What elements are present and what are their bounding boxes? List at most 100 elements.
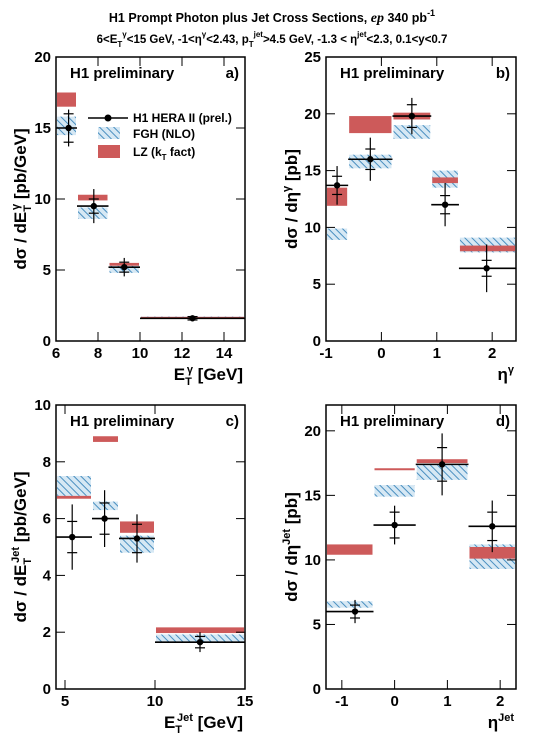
y-tick-label: 15 xyxy=(304,163,321,180)
x-tick-label: 10 xyxy=(132,345,149,362)
data-point xyxy=(408,112,416,120)
y-tick-label: 5 xyxy=(43,262,51,279)
figure-title: H1 Prompt Photon plus Jet Cross Sections… xyxy=(109,8,435,26)
preliminary-label: H1 preliminary xyxy=(340,413,445,430)
data-point xyxy=(438,461,446,468)
x-axis-label: ηJet xyxy=(488,712,515,732)
y-tick-label: 20 xyxy=(34,49,51,66)
lz-band xyxy=(78,194,108,201)
data-point xyxy=(441,201,449,208)
lz-band xyxy=(93,436,118,442)
y-tick-label: 25 xyxy=(304,49,321,66)
x-axis-label: ηγ xyxy=(497,364,514,384)
y-tick-label: 15 xyxy=(304,487,321,504)
legend-lz-swatch xyxy=(98,145,120,158)
x-tick-label: 2 xyxy=(488,345,496,362)
legend-lz-label: LZ (kT fact) xyxy=(133,145,195,162)
x-tick-label: -1 xyxy=(319,345,332,362)
panel-c: 0 2 4 6 8 10 5 10 15 H1 preliminary c) dσ / dETJet … xyxy=(10,397,253,736)
fgh-band xyxy=(57,476,91,496)
panel-letter: c) xyxy=(226,413,239,430)
y-axis-label: dσ / dηJet [pb] xyxy=(281,492,301,602)
x-tick-label: 6 xyxy=(52,345,60,362)
panel-a: 0 5 10 15 20 6 8 10 12 14 H1 preliminary a) dσ / dET… xyxy=(10,49,246,388)
x-axis-label: ETγ [GeV] xyxy=(174,364,243,388)
y-tick-label: 20 xyxy=(304,106,321,123)
data-point xyxy=(69,533,76,541)
y-tick-label: 20 xyxy=(304,423,321,440)
x-tick-label: 8 xyxy=(94,345,102,362)
y-tick-label: 8 xyxy=(43,454,51,471)
y-tick-label: 6 xyxy=(43,511,51,528)
lz-band xyxy=(327,544,373,555)
lz-band xyxy=(349,116,392,134)
x-tick-label: -1 xyxy=(335,693,348,710)
plot-frame xyxy=(55,404,246,690)
y-tick-label: 10 xyxy=(304,219,321,236)
data-point xyxy=(333,182,341,189)
data-point xyxy=(133,535,141,542)
y-tick-label: 2 xyxy=(43,624,51,641)
plot-frame xyxy=(325,56,517,342)
figure-subtitle: 6<ETγ<15 GeV, -1<ηγ<2.43, pTjet>4.5 GeV,… xyxy=(97,30,448,49)
panel-letter: a) xyxy=(226,65,239,82)
y-tick-label: 15 xyxy=(34,120,51,137)
data-point xyxy=(196,638,204,646)
x-tick-label: 1 xyxy=(433,345,441,362)
y-tick-label: 0 xyxy=(43,681,51,698)
y-axis-label: dσ / dETJet [pb/GeV] xyxy=(10,471,34,622)
y-axis-label: dσ / dETγ [pb/GeV] xyxy=(10,128,34,269)
panel-letter: d) xyxy=(496,413,510,430)
x-tick-label: 15 xyxy=(237,693,254,710)
data-point xyxy=(90,202,98,210)
legend-fgh-swatch xyxy=(98,127,120,139)
x-tick-label: 0 xyxy=(390,693,398,710)
legend-data-label: H1 HERA II (prel.) xyxy=(133,111,232,125)
y-tick-label: 5 xyxy=(313,616,321,633)
data-point xyxy=(351,608,359,615)
lz-band xyxy=(459,245,515,252)
legend-data-marker xyxy=(104,114,112,122)
legend-fgh-label: FGH (NLO) xyxy=(133,127,195,141)
x-axis-label: ETJet [GeV] xyxy=(164,712,243,736)
x-tick-label: 1 xyxy=(443,693,451,710)
lz-band xyxy=(469,547,515,559)
y-tick-label: 10 xyxy=(304,552,321,569)
y-tick-label: 0 xyxy=(313,681,321,698)
fgh-band xyxy=(93,501,118,511)
lz-band xyxy=(156,627,244,634)
y-tick-label: 10 xyxy=(34,191,51,208)
data-point xyxy=(101,515,108,522)
data-point xyxy=(489,523,496,530)
y-tick-label: 0 xyxy=(43,333,51,350)
y-tick-label: 10 xyxy=(34,397,51,414)
x-tick-label: 10 xyxy=(147,693,164,710)
data-point xyxy=(483,265,490,272)
panel-d: 0 5 10 15 20 -1 0 1 2 H1 preliminary d) dσ / dηJet … xyxy=(281,404,517,732)
legend: H1 HERA II (prel.) FGH (NLO) LZ (kT fact… xyxy=(88,111,232,162)
y-axis-label: dσ / dηγ [pb] xyxy=(281,149,301,249)
lz-band xyxy=(57,92,76,107)
data-point xyxy=(65,124,72,132)
x-tick-label: 12 xyxy=(174,345,191,362)
data-point xyxy=(367,156,374,163)
preliminary-label: H1 preliminary xyxy=(70,413,175,430)
panel-letter: b) xyxy=(496,65,510,82)
y-tick-label: 4 xyxy=(43,567,52,584)
x-tick-label: 14 xyxy=(216,345,233,362)
lz-band xyxy=(432,177,458,184)
data-point xyxy=(391,521,398,529)
x-tick-label: 0 xyxy=(377,345,385,362)
lz-band xyxy=(57,495,91,499)
x-tick-label: 5 xyxy=(61,693,69,710)
y-tick-label: 5 xyxy=(313,276,321,293)
fgh-band xyxy=(327,228,348,240)
data-point xyxy=(189,315,196,322)
preliminary-label: H1 preliminary xyxy=(70,65,175,82)
fgh-band xyxy=(374,485,415,497)
lz-band xyxy=(374,468,415,471)
y-tick-label: 0 xyxy=(313,333,321,350)
fgh-band xyxy=(327,601,373,608)
